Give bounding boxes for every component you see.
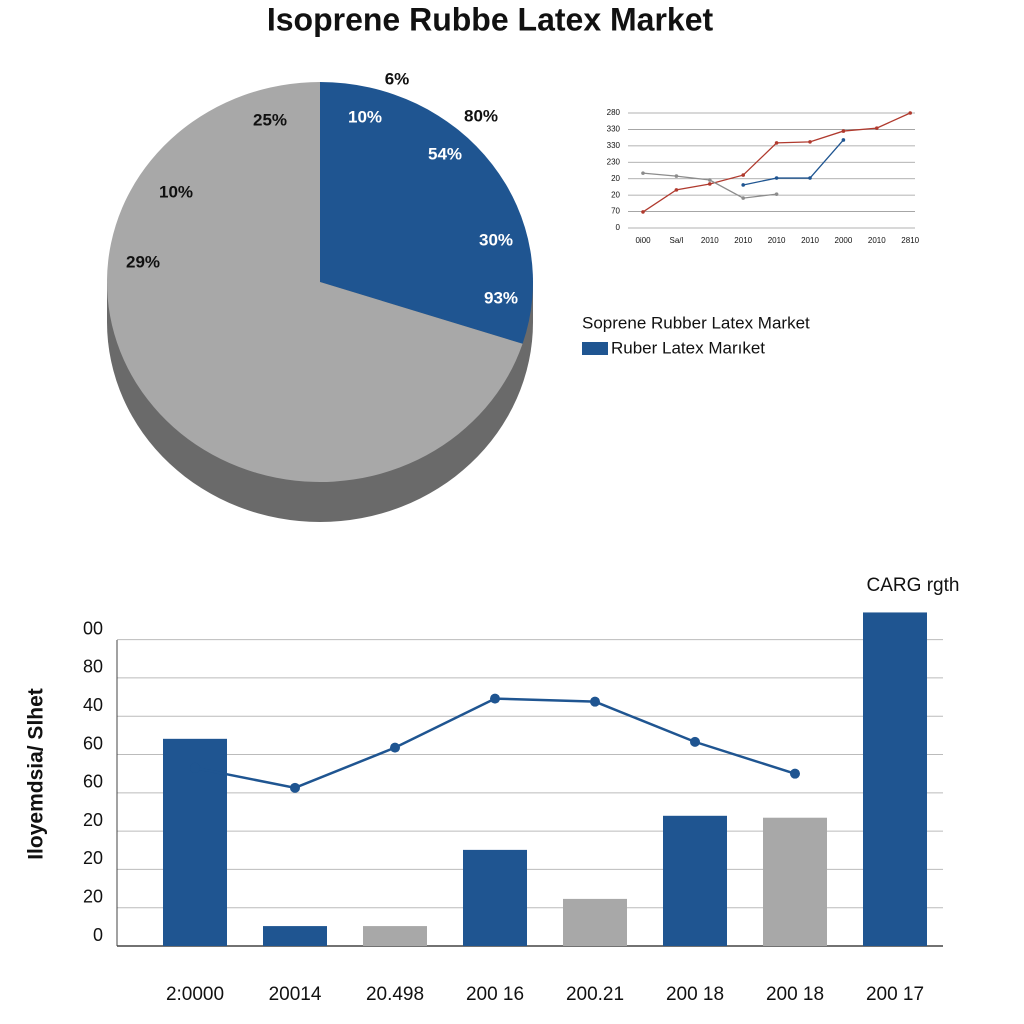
x-tick-label: 2010 bbox=[701, 236, 719, 245]
line-point bbox=[641, 171, 645, 175]
pie-annotation: 54% bbox=[428, 144, 462, 163]
x-tick-label: Sa/l bbox=[670, 236, 684, 245]
x-tick-label: 2010 bbox=[868, 236, 886, 245]
x-tick-label: 2010 bbox=[768, 236, 786, 245]
pie-slice bbox=[320, 82, 533, 344]
bar bbox=[763, 817, 827, 946]
line-point bbox=[774, 176, 779, 180]
y-tick-label: 330 bbox=[607, 125, 621, 134]
line-point bbox=[674, 174, 679, 178]
pie-annotation: 30% bbox=[479, 230, 513, 249]
y-tick-label: 80 bbox=[83, 657, 103, 677]
x-tick-label: 20014 bbox=[269, 984, 322, 1005]
y-tick-label: 60 bbox=[83, 733, 103, 753]
pie-slice bbox=[107, 82, 523, 483]
line-point bbox=[741, 183, 745, 187]
legend-title: Soprene Rubber Latex Market bbox=[582, 313, 810, 332]
line bbox=[194, 697, 796, 790]
legend-swatch bbox=[582, 342, 608, 355]
line-point bbox=[708, 178, 712, 182]
bar bbox=[563, 898, 627, 946]
y-tick-label: 70 bbox=[611, 207, 620, 216]
annotation: CARG rgth bbox=[867, 575, 960, 596]
y-tick-label: 00 bbox=[83, 618, 103, 638]
line-point bbox=[808, 140, 812, 144]
x-tick-label: 200 16 bbox=[466, 984, 524, 1005]
bar bbox=[663, 815, 727, 946]
line-point bbox=[741, 173, 745, 177]
line-point bbox=[875, 126, 879, 130]
line-point bbox=[590, 696, 600, 707]
pie-annotation: 6% bbox=[385, 69, 410, 88]
y-tick-label: 20 bbox=[83, 886, 103, 906]
line-point bbox=[841, 129, 846, 133]
legend-label: Ruber Latex Marıket bbox=[611, 338, 765, 357]
y-tick-label: 20 bbox=[611, 174, 620, 183]
pie-annotation: 25% bbox=[253, 110, 287, 129]
pie-annotation: 10% bbox=[159, 182, 193, 201]
y-tick-label: 20 bbox=[83, 848, 103, 868]
x-tick-label: 2000 bbox=[835, 236, 853, 245]
x-tick-label: 200 18 bbox=[766, 984, 824, 1005]
y-tick-label: 230 bbox=[607, 157, 621, 166]
x-tick-label: 200.21 bbox=[566, 984, 624, 1005]
y-tick-label: 280 bbox=[607, 108, 621, 117]
bar bbox=[463, 849, 527, 946]
line-point bbox=[290, 782, 300, 793]
y-tick-label: 20 bbox=[611, 190, 620, 199]
bar bbox=[863, 612, 927, 946]
line-point bbox=[490, 693, 500, 704]
y-axis-label: Iloyemdsia/ Slhet bbox=[25, 688, 48, 860]
line-point bbox=[774, 192, 779, 196]
bar bbox=[263, 926, 327, 946]
y-tick-label: 0 bbox=[93, 925, 103, 945]
line-point bbox=[390, 742, 400, 753]
x-tick-label: 0i00 bbox=[635, 236, 651, 245]
line bbox=[743, 139, 844, 186]
line-point bbox=[841, 138, 846, 142]
line-point bbox=[790, 768, 800, 779]
x-tick-label: 200 18 bbox=[666, 984, 724, 1005]
line-point bbox=[741, 196, 745, 200]
pie-annotation: 10% bbox=[348, 107, 382, 126]
line-point bbox=[641, 210, 645, 214]
pie-annotation: 80% bbox=[464, 106, 498, 125]
y-tick-label: 60 bbox=[83, 772, 103, 792]
line-point bbox=[908, 111, 912, 115]
x-tick-label: 2010 bbox=[801, 236, 819, 245]
x-tick-label: 2010 bbox=[734, 236, 752, 245]
line-point bbox=[674, 188, 679, 192]
bar bbox=[363, 926, 427, 946]
line-point bbox=[774, 141, 779, 145]
line-point bbox=[190, 762, 200, 773]
pie-annotation: 29% bbox=[126, 252, 160, 271]
x-tick-label: 2:0000 bbox=[166, 984, 224, 1005]
y-tick-label: 40 bbox=[83, 695, 103, 715]
line-point bbox=[690, 736, 700, 747]
y-tick-label: 20 bbox=[83, 810, 103, 830]
y-tick-label: 330 bbox=[607, 141, 621, 150]
x-tick-label: 2810 bbox=[901, 236, 919, 245]
x-tick-label: 200 17 bbox=[866, 984, 924, 1005]
chart-title: Isoprene Rubbe Latex Market bbox=[267, 1, 714, 37]
y-tick-label: 0 bbox=[616, 223, 621, 232]
line-point bbox=[808, 176, 812, 180]
x-tick-label: 20.498 bbox=[366, 984, 424, 1005]
pie-annotation: 93% bbox=[484, 288, 518, 307]
line-point bbox=[708, 182, 712, 186]
